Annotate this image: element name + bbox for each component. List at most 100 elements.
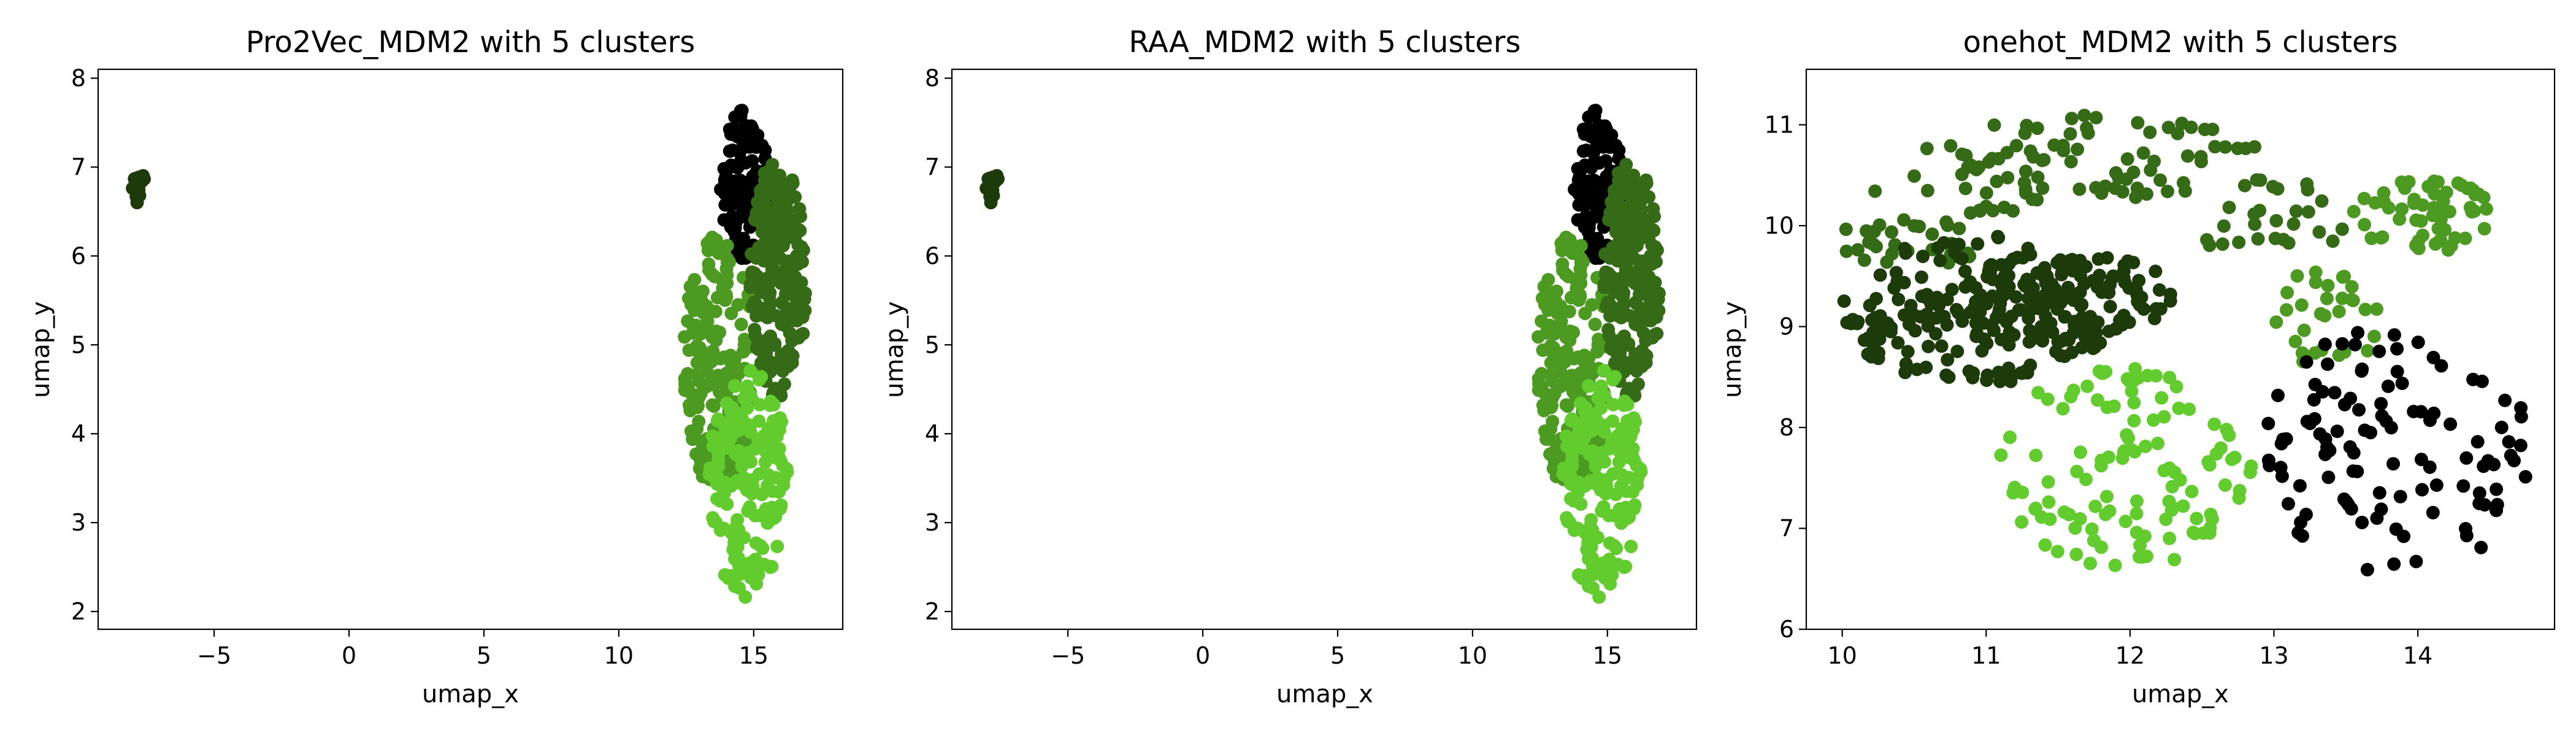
scatter-point <box>2375 230 2390 244</box>
scatter-point <box>2477 221 2491 236</box>
scatter-point <box>759 346 773 360</box>
y-tick-label: 3 <box>925 509 940 536</box>
scatter-point <box>1628 186 1643 201</box>
x-tick-label: 12 <box>2115 642 2145 669</box>
scatter-point <box>2487 458 2501 472</box>
y-tick-label: 6 <box>1779 616 1794 643</box>
scatter-point <box>2050 545 2064 559</box>
scatter-point <box>1958 280 1972 294</box>
scatter-point <box>744 119 758 133</box>
chart-title: Pro2Vec_MDM2 with 5 clusters <box>246 25 695 59</box>
scatter-point <box>731 362 745 376</box>
scatter-point <box>1588 565 1602 580</box>
scatter-point <box>1971 237 1985 251</box>
scatter-point <box>1910 362 1924 377</box>
scatter-point <box>1869 240 1883 254</box>
scatter-point <box>724 220 738 234</box>
scatter-point <box>2161 185 2174 199</box>
scatter-point <box>1958 264 1972 278</box>
scatter-point <box>2043 512 2057 526</box>
scatter-point <box>2301 205 2315 219</box>
scatter-point <box>2163 531 2177 545</box>
scatter-point <box>1851 243 1865 257</box>
scatter-point <box>2428 237 2442 251</box>
x-tick-label: 0 <box>342 642 356 669</box>
scatter-point <box>2361 343 2375 358</box>
scatter-point <box>2398 181 2412 195</box>
scatter-point <box>1922 339 1935 353</box>
scatter-point <box>2053 296 2068 310</box>
scatter-point <box>1616 334 1630 348</box>
scatter-point <box>2079 472 2093 486</box>
scatter-point <box>2055 266 2069 280</box>
x-axis-ticks: −5 0 5 10 15 <box>1051 629 1622 669</box>
scatter-point <box>2477 191 2491 204</box>
scatter-point <box>1873 318 1887 332</box>
scatter-point <box>2307 393 2321 407</box>
scatter-point <box>2335 291 2349 305</box>
x-tick-label: −5 <box>1051 642 1085 669</box>
scatter-point <box>1869 291 1883 305</box>
scatter-point <box>2108 558 2122 572</box>
scatter-point <box>1958 182 1972 196</box>
scatter-point <box>1885 225 1898 239</box>
scatter-point <box>2475 374 2489 388</box>
scatter-point <box>734 317 748 331</box>
scatter-point <box>2091 315 2105 329</box>
scatter-point <box>1606 508 1620 523</box>
scatter-point <box>2136 550 2150 564</box>
scatter-point <box>1991 366 2006 380</box>
scatter-point <box>2149 302 2163 316</box>
scatter-point <box>718 568 732 582</box>
scatter-point <box>1619 440 1633 454</box>
scatter-point <box>2348 337 2362 351</box>
scatter-point <box>2290 269 2304 283</box>
scatter-point <box>793 278 807 293</box>
scatter-point <box>1580 194 1594 208</box>
scatter-point <box>2350 464 2364 478</box>
scatter-point <box>2042 277 2057 291</box>
scatter-point <box>2218 140 2233 154</box>
scatter-point <box>703 461 717 475</box>
scatter-point <box>2064 155 2078 169</box>
scatter-point <box>2494 420 2509 434</box>
scatter-point <box>1582 379 1596 393</box>
scatter-point <box>1839 222 1853 236</box>
scatter-point <box>1629 296 1643 309</box>
scatter-point <box>1884 321 1898 335</box>
scatter-point <box>770 540 784 553</box>
scatter-point <box>2147 413 2161 427</box>
scatter-point <box>2370 302 2383 316</box>
scatter-point <box>1916 250 1930 263</box>
scatter-point <box>1995 258 2008 272</box>
scatter-point <box>2016 251 2030 265</box>
scatter-point <box>2372 486 2386 500</box>
scatter-point <box>711 412 725 426</box>
scatter-point <box>1607 539 1621 553</box>
scatter-point <box>2374 397 2388 411</box>
scatter-point <box>2459 451 2474 465</box>
scatter-point <box>2335 337 2349 351</box>
scatter-point <box>1562 515 1576 529</box>
scatter-point <box>2339 495 2353 509</box>
scatter-point <box>2275 469 2289 483</box>
scatter-point <box>748 213 762 227</box>
scatter-point <box>2289 204 2303 218</box>
scatter-point <box>2282 497 2295 511</box>
scatter-point <box>1538 424 1552 438</box>
scatter-point <box>2155 391 2169 405</box>
x-tick-label: 5 <box>477 642 491 669</box>
scatter-point <box>2085 522 2099 536</box>
scatter-point <box>1577 220 1592 234</box>
scatter-point <box>1914 270 1928 284</box>
scatter-point <box>2025 192 2039 206</box>
scatter-point <box>738 135 753 149</box>
scatter-point <box>1912 220 1926 234</box>
scatter-point <box>2080 121 2094 135</box>
scatter-point <box>1589 104 1603 118</box>
scatter-point <box>2222 201 2236 215</box>
x-axis-label: umap_x <box>422 680 519 708</box>
scatter-point <box>1945 283 1959 296</box>
scatter-point <box>2312 225 2326 239</box>
scatter-point <box>2309 275 2323 289</box>
